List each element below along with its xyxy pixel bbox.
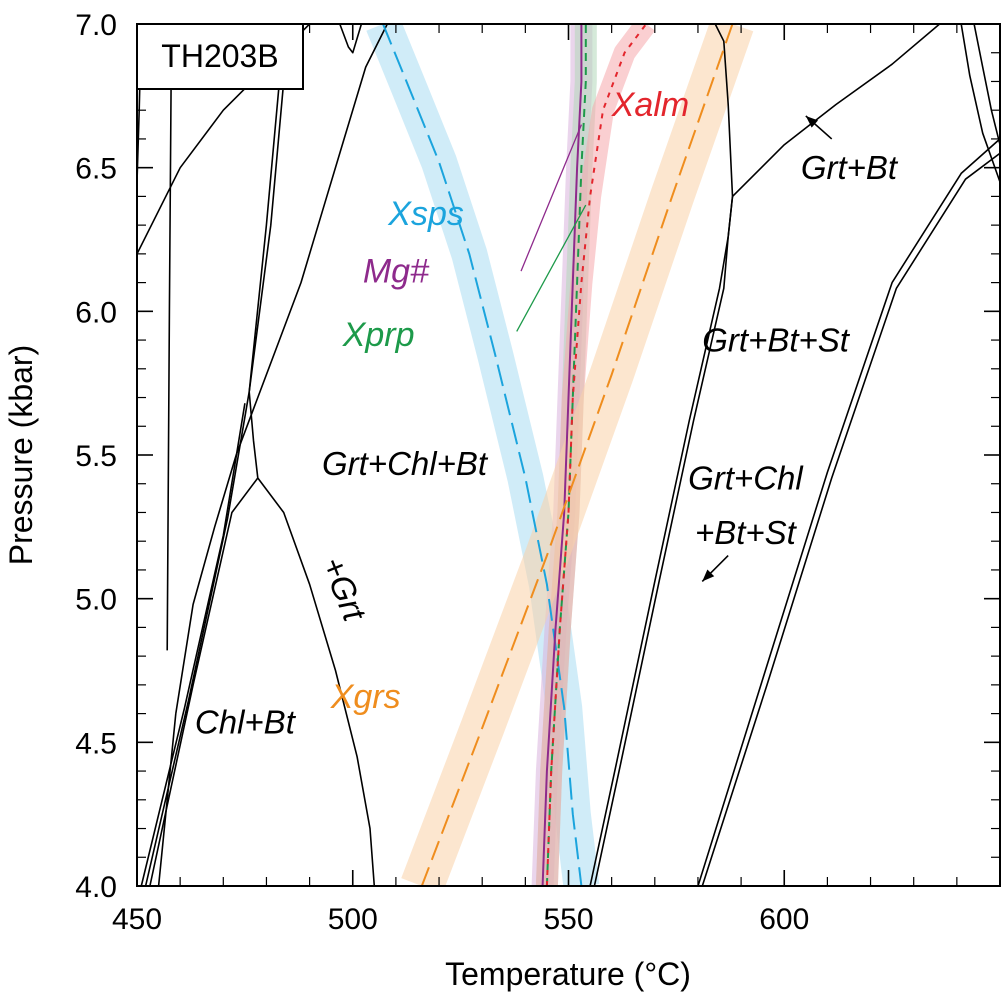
- x-axis-title: Temperature (°C): [445, 956, 691, 992]
- phase-boundary: [973, 24, 1000, 145]
- isopleth-label-xalm: Xalm: [611, 86, 689, 124]
- phase-boundary: [140, 403, 246, 886]
- y-tick-label: 4.5: [75, 727, 117, 760]
- leader-line: [520, 124, 583, 272]
- phase-boundary: [697, 138, 1000, 886]
- isopleth-xsps: [382, 24, 583, 886]
- isopleth-label-xsps: Xsps: [387, 195, 464, 233]
- isopleth-xgrs: [420, 24, 734, 886]
- y-tick-label: 6.0: [75, 296, 117, 329]
- x-tick-label: 600: [759, 903, 809, 936]
- phase-boundary: [257, 477, 376, 886]
- phase-boundary: [248, 391, 259, 479]
- x-tick-label: 500: [328, 903, 378, 936]
- isopleth-mg: [541, 24, 583, 886]
- phase-boundary: [960, 24, 1000, 183]
- isopleth-label-mg: Mg#: [363, 253, 430, 291]
- x-tick-label: 550: [543, 903, 593, 936]
- phase-boundary: [701, 152, 1000, 886]
- field-label: Chl+Bt: [195, 704, 297, 741]
- phase-boundary: [593, 196, 734, 886]
- phase-boundary: [144, 391, 250, 886]
- sample-label: TH203B: [161, 38, 278, 74]
- field-label: Grt+Chl+Bt: [322, 445, 489, 482]
- isopleth-label-xgrs: Xgrs: [330, 678, 401, 716]
- phase-boundary: [157, 713, 177, 886]
- x-tick-label: 450: [112, 903, 162, 936]
- sample-label-box: TH203B: [136, 23, 304, 90]
- phase-boundary: [714, 24, 734, 197]
- y-tick-label: 5.0: [75, 584, 117, 617]
- y-tick-label: 6.5: [75, 153, 117, 186]
- field-label-grt: +Grt: [315, 551, 374, 627]
- phase-boundary: [166, 29, 173, 651]
- phase-boundary: [175, 24, 389, 714]
- phase-boundary: [339, 24, 363, 54]
- phase-boundary: [149, 477, 259, 886]
- isopleth-xprp: [545, 24, 587, 886]
- y-tick-label: 4.0: [75, 871, 117, 904]
- y-axis-title: Pressure (kbar): [3, 345, 39, 566]
- field-label: Grt+Bt+St: [702, 322, 851, 359]
- field-label: Grt+Bt: [801, 149, 899, 186]
- leader-line: [516, 204, 587, 332]
- isopleth-label-xprp: Xprp: [342, 316, 415, 354]
- phase-boundary: [731, 24, 941, 197]
- arrow-head: [702, 569, 715, 582]
- field-label: Grt+Chl: [688, 459, 804, 496]
- field-label: +Bt+St: [695, 514, 798, 551]
- y-tick-label: 5.5: [75, 440, 117, 473]
- arrow-head: [805, 115, 819, 128]
- y-tick-label: 7.0: [75, 9, 117, 42]
